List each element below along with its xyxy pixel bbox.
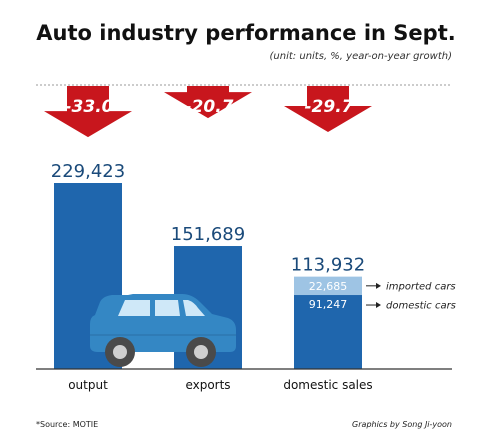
yoy-label-exports: -20.7 (185, 97, 234, 117)
yoy-arrow-output (44, 86, 132, 138)
category-label-output: output (68, 378, 108, 392)
source-note: *Source: MOTIE (36, 420, 98, 429)
value-label-domestic-sales: 113,932 (291, 255, 365, 276)
leader-arrowhead-domestic-cars (376, 302, 381, 309)
car-window-rear (183, 300, 205, 316)
graphics-credit: Graphics by Song Ji-yoon (352, 420, 452, 429)
bar-segment-domestic-cars (294, 295, 362, 369)
car-window-front (118, 300, 150, 316)
car-hub-rear (194, 345, 208, 359)
annotation-domestic-cars: domestic cars (386, 301, 456, 312)
car-window-middle (155, 300, 180, 316)
category-labels: output exports domestic sales (68, 378, 372, 392)
value-label-exports: 151,689 (171, 224, 245, 245)
bar-segment-imported-cars (294, 276, 362, 296)
segment-label-domestic-cars: 91,247 (309, 298, 348, 311)
yoy-arrow-domestic-sales (284, 86, 372, 133)
yoy-arrow-exports (164, 86, 252, 119)
segment-annotations: imported cars domestic cars (366, 281, 456, 312)
category-label-exports: exports (185, 378, 230, 392)
yoy-arrows: -33.0 -20.7 -29.7 (44, 86, 372, 138)
chart-title: Auto industry performance in Sept. (36, 21, 455, 45)
annotation-imported-cars: imported cars (386, 281, 456, 292)
yoy-label-output: -33.0 (65, 97, 114, 117)
car-hub-front (113, 345, 127, 359)
chart-subtitle: (unit: units, %, year-on-year growth) (270, 51, 452, 62)
segment-label-imported-cars: 22,685 (309, 280, 348, 293)
car-illustration (90, 294, 236, 367)
category-label-domestic-sales: domestic sales (283, 378, 372, 392)
yoy-label-domestic-sales: -29.7 (305, 97, 354, 117)
value-label-output: 229,423 (51, 161, 125, 182)
leader-arrowhead-imported-cars (376, 282, 381, 289)
